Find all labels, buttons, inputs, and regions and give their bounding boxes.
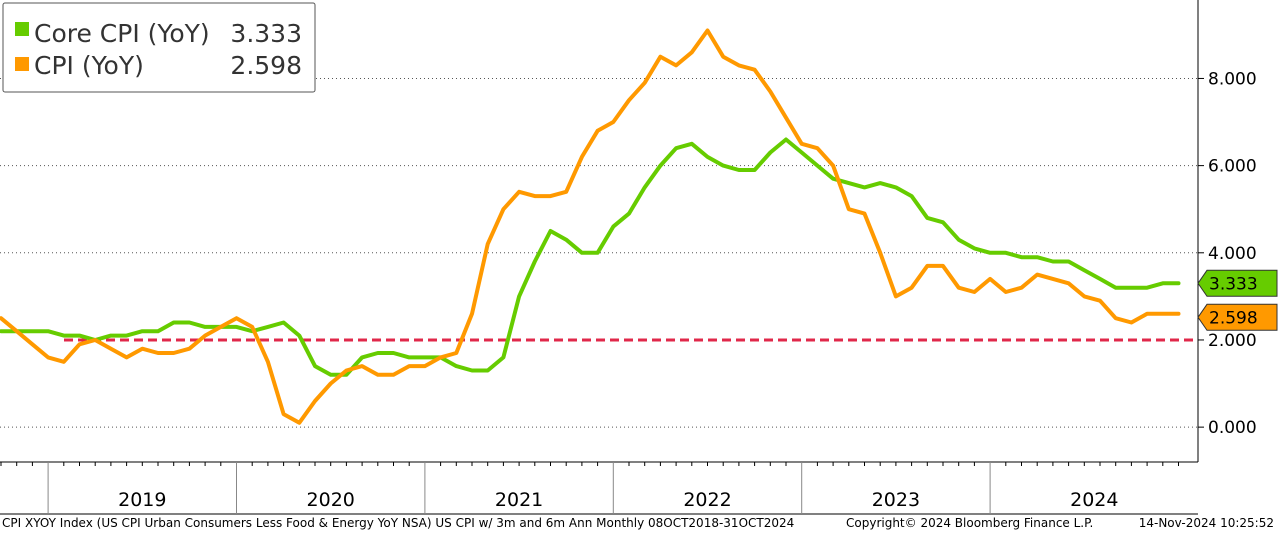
legend-label-cpi: CPI (YoY)	[34, 51, 144, 80]
last-value-labels: 3.333 2.598	[1197, 269, 1278, 331]
y-tick-label: 0.000	[1208, 418, 1257, 438]
axes	[0, 0, 1199, 515]
footer: CPI XYOY Index (US CPI Urban Consumers L…	[2, 516, 1274, 530]
legend-value-cpi: 2.598	[230, 51, 302, 80]
legend: Core CPI (YoY) 3.333 CPI (YoY) 2.598	[2, 2, 316, 93]
last-value-label: 2.598	[1209, 308, 1258, 328]
y-tick-label: 6.000	[1208, 157, 1257, 177]
x-year-label: 2021	[495, 489, 543, 511]
y-ticks: 0.000 2.000 4.000 6.000 8.000	[1198, 69, 1257, 438]
footer-timestamp: 14-Nov-2024 10:25:52	[1139, 516, 1274, 530]
x-year-label: 2023	[872, 489, 920, 511]
y-tick-label: 8.000	[1208, 69, 1257, 89]
last-value-tag-shape	[1197, 269, 1278, 297]
last-value-tag-cpi: 2.598	[1197, 303, 1278, 331]
x-year-label: 2019	[118, 489, 166, 511]
x-year-label: 2022	[683, 489, 731, 511]
last-value-tag-core-cpi: 3.333	[1197, 269, 1278, 297]
last-value-tag-shape	[1197, 303, 1278, 331]
legend-label-core-cpi: Core CPI (YoY)	[34, 19, 210, 48]
legend-value-core-cpi: 3.333	[230, 19, 302, 48]
legend-swatch-cpi	[15, 57, 29, 71]
footer-copyright: Copyright© 2024 Bloomberg Finance L.P.	[846, 516, 1093, 530]
y-tick-label: 4.000	[1208, 244, 1257, 264]
x-year-label: 2020	[307, 489, 355, 511]
x-ticks: 2019 2020 2021 2022 2023 2024	[0, 462, 1179, 514]
legend-swatch-core-cpi	[15, 22, 29, 36]
series-line-core-cpi	[0, 137, 1181, 377]
series-group	[0, 28, 1181, 425]
y-tick-label: 2.000	[1208, 331, 1257, 351]
last-value-label: 3.333	[1209, 274, 1258, 294]
legend-box	[2, 2, 316, 93]
series-line-cpi	[0, 28, 1181, 425]
x-year-label: 2024	[1070, 489, 1118, 511]
footer-description: CPI XYOY Index (US CPI Urban Consumers L…	[2, 516, 794, 530]
